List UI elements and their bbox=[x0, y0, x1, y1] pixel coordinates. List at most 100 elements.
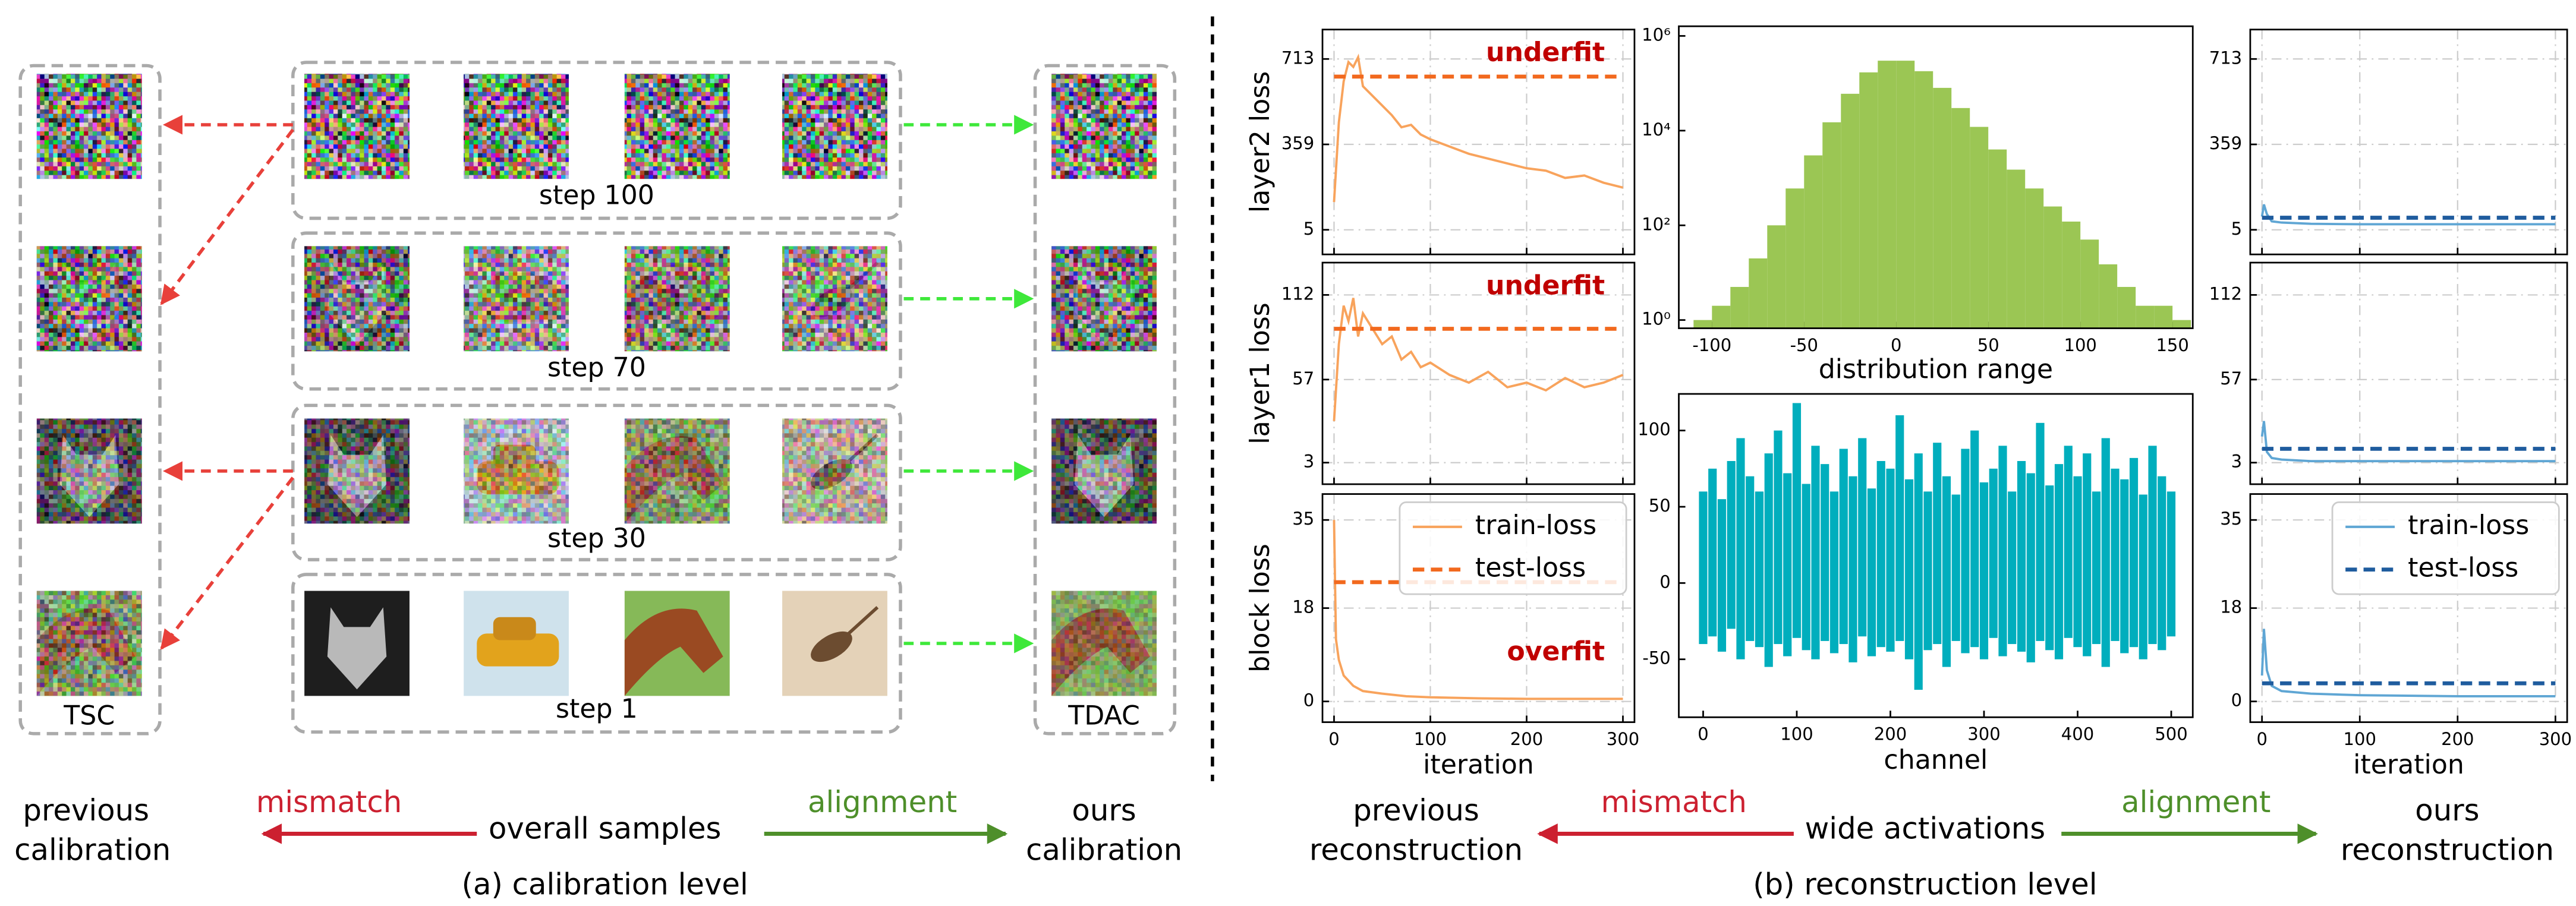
chart: 3 57 112 bbox=[2209, 261, 2568, 485]
y-tick-label: 18 bbox=[2220, 597, 2242, 617]
activation-range bbox=[2166, 491, 2176, 637]
activation-range bbox=[1848, 476, 1857, 662]
plot-area bbox=[1333, 53, 1623, 203]
thumb-shape bbox=[840, 606, 879, 642]
activation-range bbox=[2073, 476, 2082, 648]
x-axis-label: iteration bbox=[1423, 750, 1534, 780]
activation-range bbox=[1970, 430, 1979, 648]
step-box bbox=[291, 403, 902, 561]
step-box bbox=[291, 231, 902, 391]
y-tick-label: 112 bbox=[1281, 283, 1314, 304]
x-tick-label: 300 bbox=[2539, 729, 2572, 749]
x-tick-label: 0 bbox=[2256, 729, 2267, 749]
x-axis-label: distribution range bbox=[1819, 354, 2053, 384]
axes-frame bbox=[1678, 393, 2194, 718]
line-series bbox=[1333, 520, 1623, 700]
thumbnail bbox=[36, 246, 142, 352]
histogram-bar bbox=[1970, 127, 1989, 329]
tsc-label: TSC bbox=[63, 700, 115, 731]
activation-range bbox=[2026, 473, 2035, 662]
y-tick-label: 3 bbox=[2231, 452, 2242, 472]
x-tick-label: 0 bbox=[1698, 724, 1708, 744]
x-tick-label: 200 bbox=[2441, 729, 2474, 749]
noise bbox=[36, 418, 142, 524]
y-tick-label: -50 bbox=[1642, 648, 1670, 668]
axes-frame bbox=[2249, 261, 2568, 485]
y-tick-label: 35 bbox=[2220, 509, 2242, 529]
thumbnail bbox=[36, 74, 142, 179]
x-tick-label: 300 bbox=[1607, 729, 1639, 749]
chart: 0 100 200 300 0 18 35 block loss iteration overfi… bbox=[1245, 493, 1639, 780]
activation-range bbox=[1717, 499, 1727, 652]
plot-area bbox=[1333, 298, 1624, 421]
y-tick-label: 35 bbox=[1292, 509, 1314, 529]
activation-range bbox=[2017, 461, 2026, 652]
y-axis-label: block loss bbox=[1245, 544, 1276, 673]
noise bbox=[304, 74, 410, 179]
step-label: step 70 bbox=[547, 353, 646, 383]
activation-range bbox=[2045, 485, 2054, 651]
histogram-bar bbox=[1693, 320, 1712, 329]
activation-range bbox=[1746, 476, 1755, 641]
x-tick-label: 100 bbox=[2064, 335, 2096, 355]
activation-range bbox=[2148, 446, 2157, 645]
activation-range bbox=[1708, 468, 1717, 637]
tsc-box bbox=[18, 64, 162, 735]
histogram-bar bbox=[1767, 225, 1786, 329]
center-label: wide activations bbox=[1805, 811, 2046, 845]
noise bbox=[624, 246, 730, 352]
y-axis-label: layer2 loss bbox=[1245, 71, 1276, 213]
histogram-bar bbox=[2043, 206, 2062, 329]
histogram-bar bbox=[2080, 239, 2099, 329]
chart: 0 100 200 300 400 500 -50 0 50 100 channel bbox=[1637, 393, 2194, 775]
alignment-label: alignment bbox=[2121, 785, 2270, 819]
x-tick-label: 150 bbox=[2156, 335, 2188, 355]
annotation: underfit bbox=[1486, 37, 1605, 68]
activation-range bbox=[1998, 446, 2007, 656]
x-tick-label: 400 bbox=[2061, 724, 2094, 744]
thumb-shape bbox=[327, 607, 387, 690]
activation-range bbox=[2120, 479, 2129, 654]
legend-label: test-loss bbox=[2408, 553, 2518, 583]
histogram-bar bbox=[2099, 264, 2118, 329]
activation-range bbox=[1783, 473, 1792, 656]
activation-range bbox=[1829, 491, 1839, 654]
thumbnail bbox=[1051, 591, 1157, 696]
histogram-bar bbox=[1730, 286, 1749, 329]
histogram-bar bbox=[2062, 221, 2081, 329]
line-series bbox=[1333, 298, 1624, 421]
y-tick-label: 57 bbox=[1292, 368, 1314, 389]
chart: -100 -50 0 50 100 150 10⁰ 10² 10⁴ 10⁶ distribution… bbox=[1642, 24, 2194, 384]
activation-range bbox=[1886, 468, 1895, 652]
step-label: step 1 bbox=[556, 694, 638, 724]
axes-frame bbox=[1678, 25, 2194, 329]
histogram-bar bbox=[2172, 320, 2191, 329]
thumbnail bbox=[782, 591, 887, 696]
activation-range bbox=[1961, 449, 1970, 654]
activation-range bbox=[1895, 415, 1904, 641]
x-axis-label: iteration bbox=[2353, 750, 2464, 780]
noise bbox=[782, 418, 887, 524]
arrow bbox=[160, 476, 295, 650]
thumb-shape bbox=[624, 608, 723, 696]
reconstruction-panel: previous reconstruction mismatch wide ac… bbox=[1309, 785, 2554, 901]
thumbnail bbox=[304, 418, 410, 524]
thumbnail bbox=[1051, 246, 1157, 352]
activation-range bbox=[2008, 491, 2017, 645]
line-series bbox=[2260, 629, 2556, 697]
y-tick-label: 5 bbox=[1303, 219, 1314, 239]
activation-range bbox=[1933, 443, 1942, 645]
noise bbox=[464, 246, 569, 352]
x-tick-label: 100 bbox=[1414, 729, 1447, 749]
histogram-bar bbox=[1988, 149, 2007, 329]
line-series bbox=[2260, 421, 2556, 463]
activation-range bbox=[1755, 491, 1764, 648]
x-tick-label: 200 bbox=[1510, 729, 1543, 749]
legend: train-loss test-loss bbox=[2331, 501, 2560, 595]
thumbnail bbox=[36, 418, 142, 524]
axes-frame bbox=[2249, 493, 2568, 723]
thumb-shape bbox=[477, 633, 559, 667]
activation-range bbox=[2054, 464, 2064, 659]
